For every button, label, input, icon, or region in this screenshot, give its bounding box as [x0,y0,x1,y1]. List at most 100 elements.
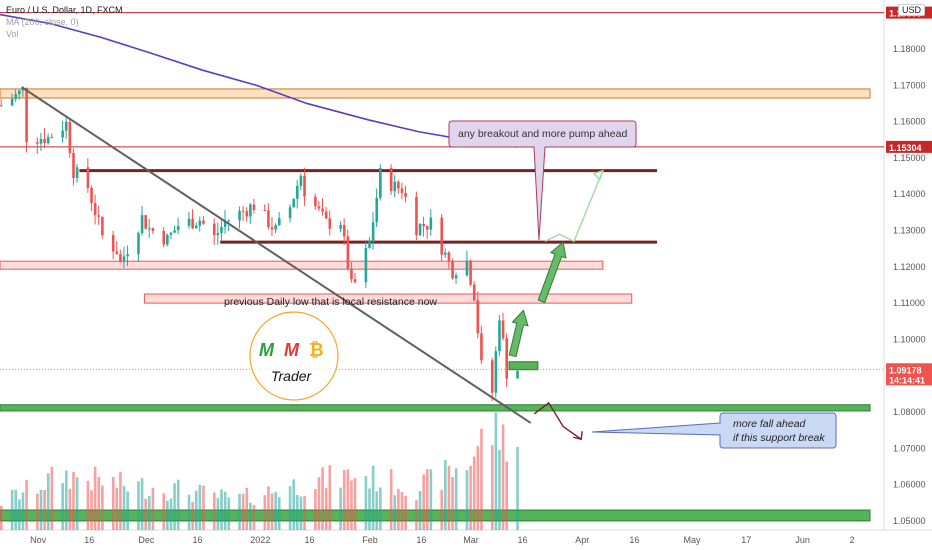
price-tick: 1.14000 [893,189,926,199]
volume-bar [303,496,306,530]
volume-bar [454,468,458,530]
volume-bar [137,481,140,530]
volume-bar [422,474,425,530]
candle-body [498,320,501,352]
time-tick: 17 [741,535,751,545]
volume-bar [440,489,444,530]
volume-bar [212,492,216,530]
volume-bar [476,446,480,530]
volume-bar [148,495,151,530]
currency-button[interactable]: USD [898,4,926,16]
candle-body [86,167,90,188]
volume-bar [241,493,245,530]
green-support-zone [0,404,871,412]
volume-bar [317,477,321,530]
candle-body [389,167,393,192]
volume-bar [166,500,169,530]
volume-bar [140,478,144,530]
legend-ma[interactable]: MA (200, close, 0) [6,17,79,27]
resistance-label: previous Daily low that is local resista… [224,296,437,308]
candle-body [422,224,425,227]
legend-symbol[interactable]: Euro / U.S. Dollar, 1D, FXCM [6,5,123,15]
candle-body [368,241,371,248]
volume-bar [418,491,422,530]
volume-bar [321,467,324,530]
candle-body [227,220,231,222]
volume-bar [14,489,18,530]
time-tick: Nov [30,535,47,545]
volume-bar [10,489,14,530]
time-tick: 16 [193,535,203,545]
candle-body [516,370,519,379]
volume-bar [328,465,332,530]
candle-body [21,87,25,91]
volume-bar [350,480,353,530]
volume-bar [21,492,25,530]
candle-body [169,232,173,235]
candle-body [216,233,220,236]
candle-body [10,98,14,106]
volume-bar [270,493,274,530]
candle-body [162,230,166,245]
candle-body [404,192,407,197]
candle-body [494,351,498,393]
candle-body [328,218,332,229]
volume-bar [415,499,418,530]
volume-bar [469,465,472,530]
volume-bar [198,484,202,530]
pump-callout-text: any breakout and more pump ahead [458,128,627,140]
candle-body [198,220,202,226]
candle-body [490,360,494,393]
volume-bar [176,479,180,530]
candle-body [314,196,317,207]
logo-ring [249,311,339,401]
candle-body [238,210,241,221]
volume-bar [50,466,54,530]
logo-bitcoin-icon: ₿ [309,340,324,360]
candle-body [39,138,43,144]
green-bottom-zone [0,509,871,522]
volume-bar [122,485,126,530]
time-tick: 2 [850,535,855,545]
volume-bars [0,412,519,530]
price-tick: 1.07000 [893,443,926,453]
candle-body [303,175,306,197]
badge-last-price-text: 1.09178 [889,365,922,375]
candle-body [151,228,155,231]
volume-bar [263,495,267,530]
candle-body [122,256,126,262]
volume-bar [490,445,494,530]
volume-bar [472,456,476,530]
candle-body [317,206,321,209]
candle-body [342,225,346,237]
downtrend-line [21,86,532,424]
volume-bar [162,493,166,530]
volume-bar [119,471,122,530]
volume-bar [296,495,299,530]
down-projection-arrowhead [573,431,583,441]
volume-bar [314,489,317,530]
candle-body [43,138,46,144]
volume-bar [444,459,447,530]
candles [0,86,519,402]
volume-bar [371,465,375,530]
time-tick: 16 [84,535,94,545]
volume-bar [292,479,296,530]
time-tick: Feb [362,535,378,545]
up-projection-path [544,170,604,243]
volume-bar [465,470,469,530]
legend-vol[interactable]: Vol [6,29,19,39]
price-tick: 1.06000 [893,480,926,490]
candle-body [173,230,176,233]
volume-bar [368,488,371,530]
price-tick: 1.15000 [893,153,926,163]
volume-bar [93,466,97,530]
candle-body [263,210,267,212]
time-tick: 16 [304,535,314,545]
candle-body [476,300,480,334]
candle-body [444,252,447,255]
candle-body [418,224,422,236]
candle-body [415,196,418,236]
